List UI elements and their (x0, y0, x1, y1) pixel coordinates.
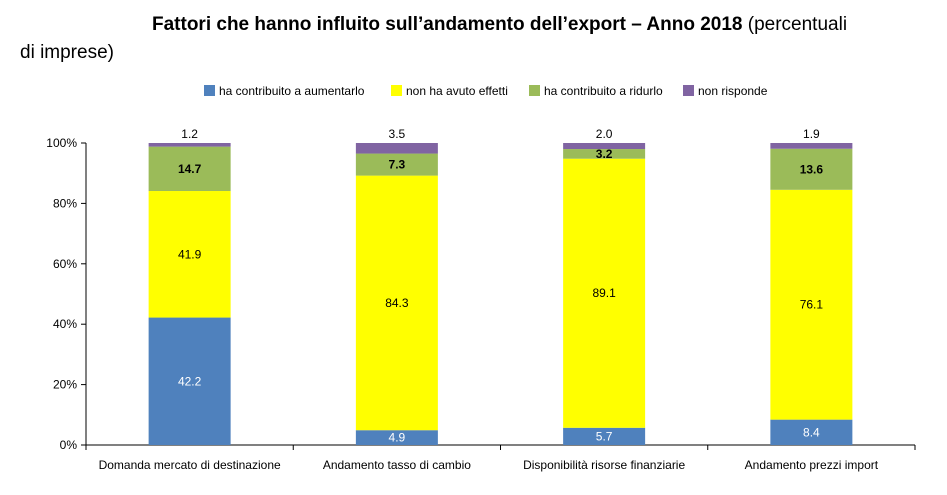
y-tick-label: 80% (53, 196, 77, 210)
chart-title-bold: Fattori che hanno influito sull’andament… (152, 14, 743, 35)
x-category-label: Disponibilità risorse finanziarie (523, 458, 685, 472)
bar-segment (355, 143, 438, 154)
data-label: 7.3 (389, 158, 406, 172)
y-tick-label: 100% (46, 136, 77, 150)
data-label: 3.5 (389, 127, 406, 141)
x-category-label: Andamento prezzi import (745, 458, 879, 472)
bar-segment (148, 143, 231, 147)
data-label: 1.9 (803, 127, 820, 141)
bar-segment (563, 427, 646, 445)
data-label: 5.7 (596, 429, 613, 443)
data-label: 41.9 (178, 247, 202, 261)
legend-label: ha contribuito a aumentarlo (219, 84, 365, 98)
bar-segment (148, 317, 231, 445)
bar-segment (770, 419, 853, 445)
bar-segment (355, 175, 438, 431)
chart-title-rest: (percentuali (742, 14, 848, 35)
legend-label: ha contribuito a ridurlo (544, 84, 663, 98)
y-tick-label: 0% (60, 438, 78, 452)
bar-segment (148, 191, 231, 318)
bar-segment (355, 430, 438, 445)
chart-title-line2: di imprese) (20, 42, 114, 63)
data-label: 89.1 (592, 286, 616, 300)
bar-segment (355, 153, 438, 176)
bar-segment (563, 143, 646, 150)
y-tick-label: 20% (53, 378, 77, 392)
legend-swatch (391, 85, 402, 96)
data-label: 14.7 (178, 162, 202, 176)
x-category-label: Andamento tasso di cambio (323, 458, 471, 472)
data-label: 84.3 (385, 296, 409, 310)
data-label: 1.2 (181, 127, 198, 141)
bar-segment (770, 148, 853, 190)
bar-segment (563, 158, 646, 428)
bar-segment (770, 143, 853, 149)
data-label: 8.4 (803, 425, 820, 439)
legend-label: non risponde (698, 84, 768, 98)
legend-swatch (204, 85, 215, 96)
bar-segment (770, 189, 853, 420)
bar-segment (563, 149, 646, 159)
data-label: 42.2 (178, 374, 202, 388)
y-tick-label: 40% (53, 317, 77, 331)
legend-label: non ha avuto effetti (406, 84, 508, 98)
data-label: 4.9 (389, 431, 406, 445)
legend-swatch (529, 85, 540, 96)
data-label: 76.1 (800, 298, 824, 312)
bar-segment (148, 146, 231, 192)
data-label: 3.2 (596, 147, 613, 161)
data-label: 13.6 (800, 162, 824, 176)
legend-swatch (683, 85, 694, 96)
x-category-label: Domanda mercato di destinazione (99, 458, 281, 472)
chart-title: Fattori che hanno influito sull’andament… (152, 14, 847, 36)
data-label: 2.0 (596, 127, 613, 141)
y-tick-label: 60% (53, 257, 77, 271)
